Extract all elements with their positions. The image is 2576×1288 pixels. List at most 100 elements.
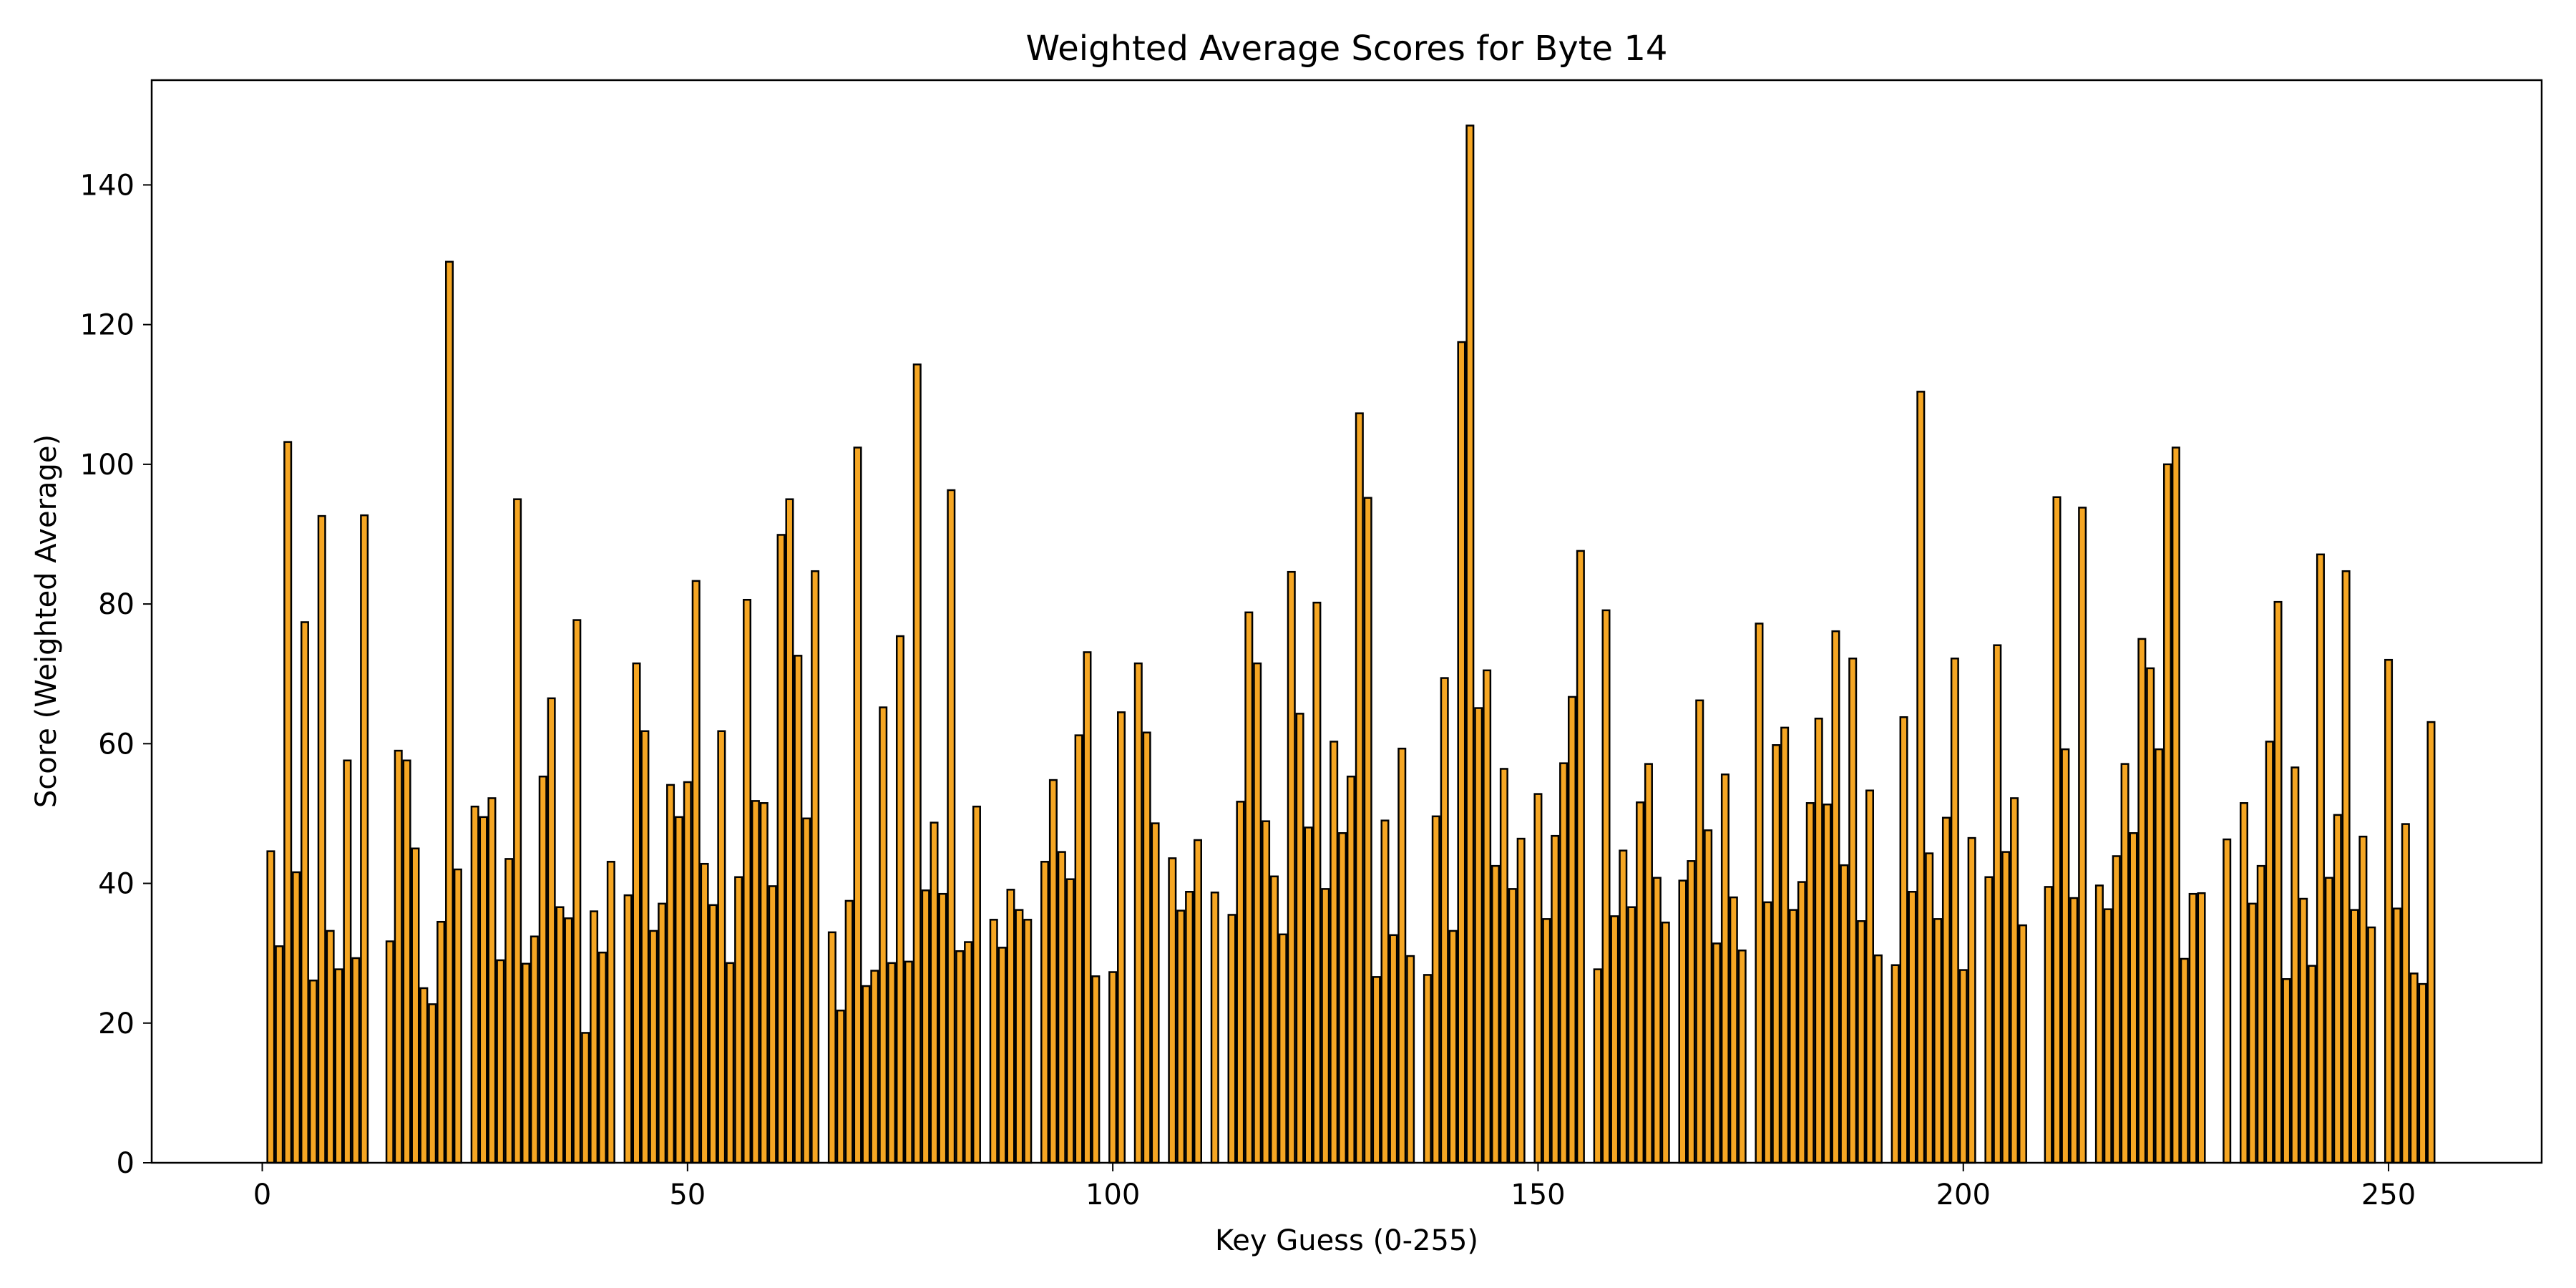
bar [853,447,862,1164]
bar [776,534,786,1164]
bar [827,931,836,1164]
bar [1601,609,1611,1164]
bar [938,892,947,1164]
bar [2299,897,2308,1164]
bar [1227,914,1236,1164]
bar [1941,816,1951,1164]
bar [343,759,352,1164]
bar [2044,886,2053,1164]
bar [538,775,547,1164]
bar [2018,924,2027,1164]
bar [2163,463,2172,1164]
bar [334,968,343,1164]
bar [2155,748,2164,1164]
bar [1516,837,1526,1164]
bar [1567,696,1576,1164]
bar [1389,934,1398,1164]
bar [1729,896,1738,1164]
bar [1797,881,1806,1164]
bar [1559,762,1568,1164]
bar [2265,741,2274,1164]
y-tick-label: 60 [98,728,135,761]
bar [1448,930,1458,1164]
bar [904,960,913,1164]
bar [1269,875,1279,1164]
bar [640,730,650,1164]
bar [811,570,820,1164]
bar [2129,832,2138,1164]
plot-frame [150,79,2543,1164]
bar [997,947,1007,1164]
bar [1346,775,1355,1164]
y-tick-label: 40 [98,868,135,901]
bar [2137,638,2147,1164]
y-tick-label: 0 [117,1147,135,1180]
bar [879,706,888,1164]
bar [2180,957,2189,1164]
bar [1712,942,1722,1164]
bar [1057,851,1066,1164]
bar [326,930,335,1164]
bar [1984,876,1994,1164]
bar [2061,748,2070,1164]
y-tick-label: 120 [80,309,135,342]
bar [1015,909,1024,1164]
bar [530,935,539,1164]
bar [1083,651,1092,1164]
bar [1755,623,1764,1164]
bar [1840,864,1849,1164]
bar [1295,713,1304,1164]
bar [1661,921,1670,1164]
bar [1890,964,1900,1164]
bar [411,847,420,1164]
bar [555,906,565,1164]
y-tick-label: 80 [98,588,135,621]
bar [921,889,930,1164]
bar [895,635,904,1164]
bar [759,802,769,1164]
bar [2341,570,2351,1164]
bar [2223,838,2232,1164]
bar [1117,711,1126,1164]
x-axis: 0 50 100 150 200 250 [253,1163,2416,1211]
bar [1108,971,1118,1164]
bar [1278,933,1287,1164]
bar [632,662,641,1164]
chart-title: Weighted Average Scores for Byte 14 [1026,29,1668,69]
bar [912,364,922,1164]
bar [266,850,275,1164]
x-tick-label: 200 [1936,1179,1991,1211]
bar [453,868,462,1164]
x-axis-label: Key Guess (0-255) [1215,1224,1478,1257]
bar [1737,950,1747,1164]
bar [513,498,522,1164]
bar [844,899,854,1164]
bar [2078,507,2087,1164]
bar [862,985,871,1164]
bar [2401,823,2410,1164]
bar [1805,802,1815,1164]
bar [1772,744,1781,1164]
bar [700,862,709,1164]
bar [1465,125,1475,1164]
bar [1644,763,1653,1164]
bar [1789,909,1798,1164]
bar [1491,864,1501,1164]
bar [683,781,692,1164]
bar [802,817,811,1164]
bar [1355,412,1364,1164]
bar [597,951,607,1164]
bar [317,514,326,1164]
bar [1380,819,1390,1164]
bar [2001,851,2011,1164]
bar [1704,829,1713,1164]
bar [2197,892,2206,1164]
bar [2120,763,2129,1164]
bar [504,858,514,1164]
y-tick-label: 100 [80,449,135,482]
bar [479,816,488,1164]
bar [2316,553,2325,1164]
bar [836,1009,845,1164]
bar [1814,717,1823,1164]
